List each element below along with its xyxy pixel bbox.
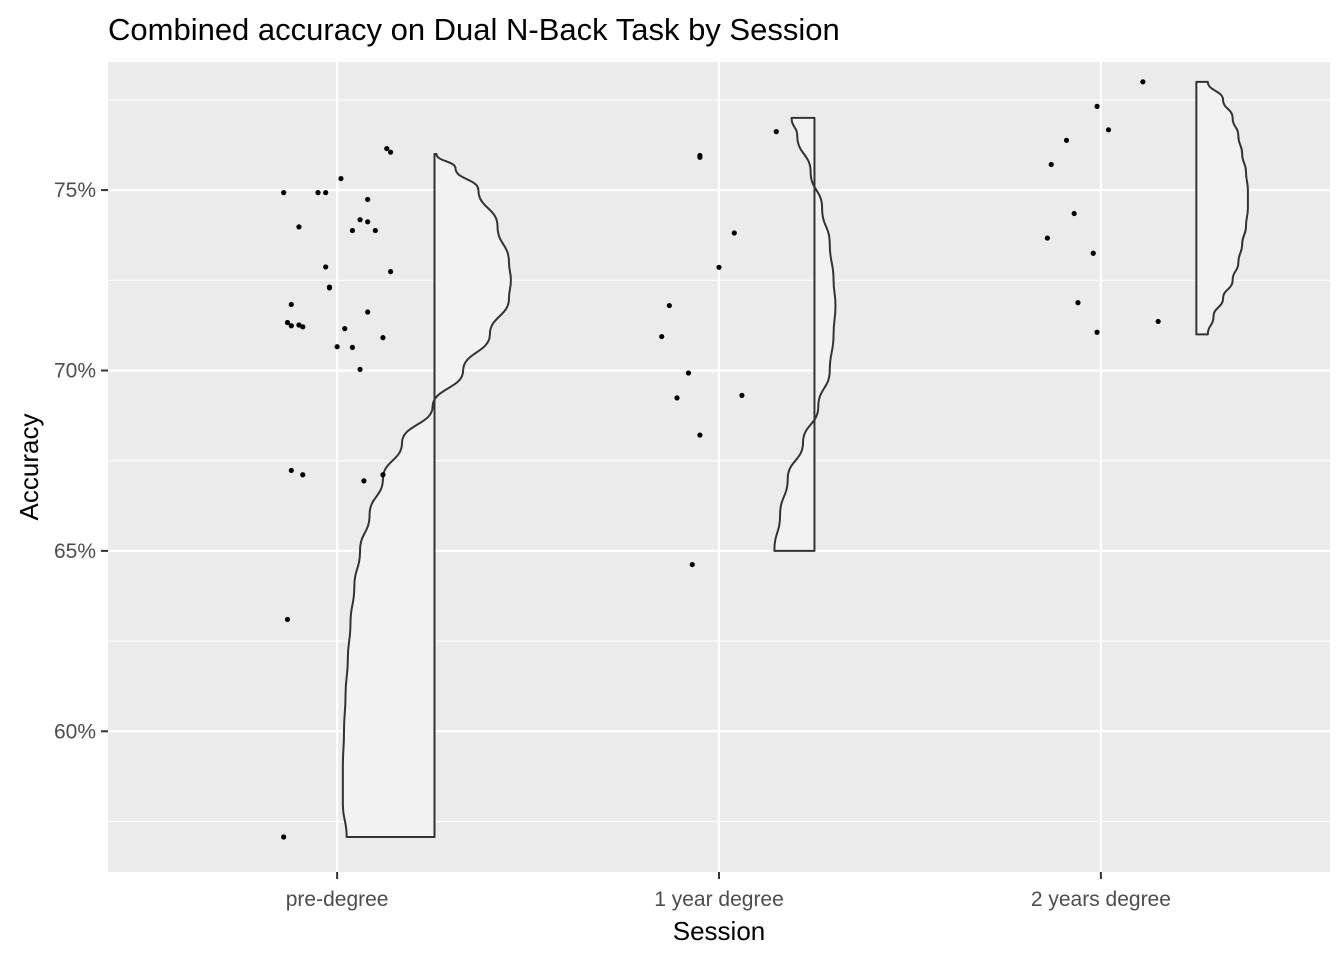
data-point-31 [284, 616, 291, 623]
data-point-30 [361, 478, 367, 484]
data-point-1 [315, 190, 321, 196]
data-point-5 [384, 145, 390, 152]
y-tick-label-3: 75% [54, 179, 96, 202]
data-point-22 [342, 326, 348, 332]
data-point-3 [338, 175, 344, 182]
y-axis-title: Accuracy [14, 414, 44, 521]
data-point-42 [674, 395, 680, 401]
data-point-18 [284, 319, 291, 326]
data-point-39 [659, 333, 665, 340]
x-axis-title: Session [673, 916, 766, 946]
data-point-38 [666, 302, 672, 309]
jittered-points [281, 79, 1161, 840]
y-tick-label-1: 65% [54, 540, 96, 563]
data-point-13 [387, 269, 394, 275]
data-point-29 [380, 472, 386, 478]
data-point-35 [697, 154, 703, 160]
data-point-4 [365, 196, 371, 203]
data-point-44 [689, 561, 695, 568]
data-point-21 [300, 324, 306, 330]
half-violin-2 [1195, 80, 1249, 336]
data-point-55 [1155, 318, 1161, 325]
data-point-32 [281, 834, 287, 840]
data-point-6 [387, 149, 394, 155]
data-point-50 [1071, 210, 1077, 217]
data-point-17 [365, 309, 371, 315]
data-point-45 [1140, 79, 1146, 85]
data-point-23 [380, 335, 386, 341]
data-point-25 [349, 344, 355, 350]
data-point-15 [326, 285, 333, 291]
data-point-48 [1063, 137, 1070, 143]
data-point-0 [281, 190, 287, 196]
data-point-36 [731, 230, 737, 236]
data-point-54 [1094, 329, 1100, 335]
data-point-41 [739, 392, 745, 398]
data-point-7 [296, 224, 302, 230]
data-point-37 [716, 264, 722, 270]
major-gridlines [108, 62, 1330, 872]
data-point-33 [773, 129, 779, 135]
data-point-11 [372, 227, 378, 234]
data-point-8 [357, 217, 363, 223]
chart-title: Combined accuracy on Dual N-Back Task by… [108, 12, 840, 47]
data-point-9 [365, 219, 371, 225]
y-tick-label-0: 60% [54, 720, 96, 743]
data-point-12 [323, 264, 329, 270]
data-point-19 [288, 323, 294, 329]
data-point-26 [357, 366, 363, 373]
data-point-52 [1090, 250, 1096, 256]
data-point-2 [323, 190, 329, 196]
half-violin-1 [773, 116, 837, 552]
y-tick-label-2: 70% [54, 359, 96, 382]
x-tick-label-1: 1 year degree [654, 888, 784, 911]
data-point-28 [300, 472, 306, 478]
x-tick-label-0: pre-degree [286, 888, 389, 911]
data-point-49 [1048, 161, 1054, 168]
data-point-43 [697, 432, 703, 438]
data-point-47 [1105, 127, 1112, 133]
data-point-40 [685, 370, 692, 376]
data-point-51 [1044, 235, 1051, 241]
half-violins [341, 80, 1249, 839]
data-point-10 [349, 227, 355, 234]
x-axis-ticks: pre-degree 1 year degree 2 years degree [286, 872, 1171, 911]
data-point-24 [334, 344, 340, 350]
half-violin-0 [341, 153, 512, 839]
data-point-46 [1094, 103, 1100, 109]
y-axis-ticks: 60% 65% 70% 75% [54, 179, 108, 743]
data-point-16 [288, 301, 294, 308]
data-point-27 [288, 467, 294, 474]
data-point-53 [1075, 300, 1081, 306]
x-tick-label-2: 2 years degree [1031, 888, 1171, 911]
